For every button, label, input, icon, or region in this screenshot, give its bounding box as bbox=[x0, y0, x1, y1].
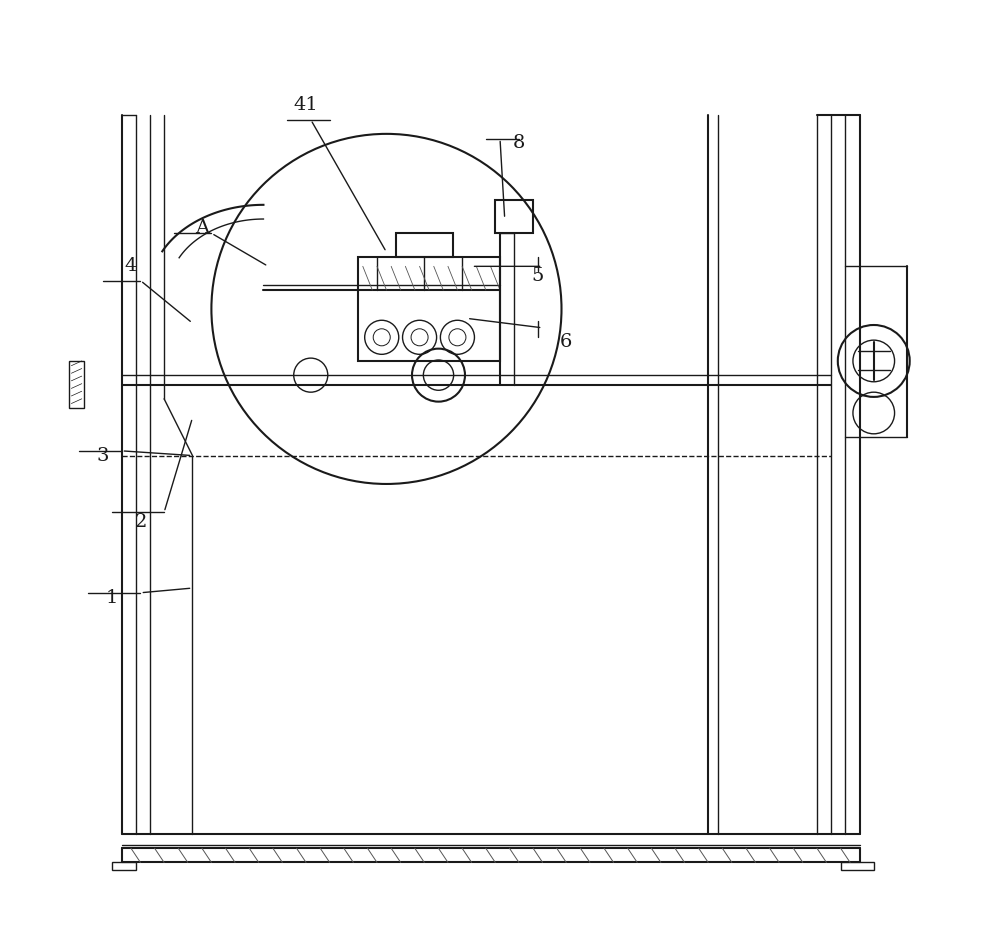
Text: 8: 8 bbox=[513, 135, 525, 153]
Text: 6: 6 bbox=[560, 333, 572, 351]
Text: 1: 1 bbox=[106, 588, 118, 606]
Text: 41: 41 bbox=[294, 97, 318, 115]
Text: A: A bbox=[195, 219, 209, 237]
Text: 5: 5 bbox=[532, 267, 544, 285]
Text: 3: 3 bbox=[96, 447, 109, 465]
Text: 2: 2 bbox=[134, 512, 147, 530]
Text: 4: 4 bbox=[125, 257, 137, 275]
